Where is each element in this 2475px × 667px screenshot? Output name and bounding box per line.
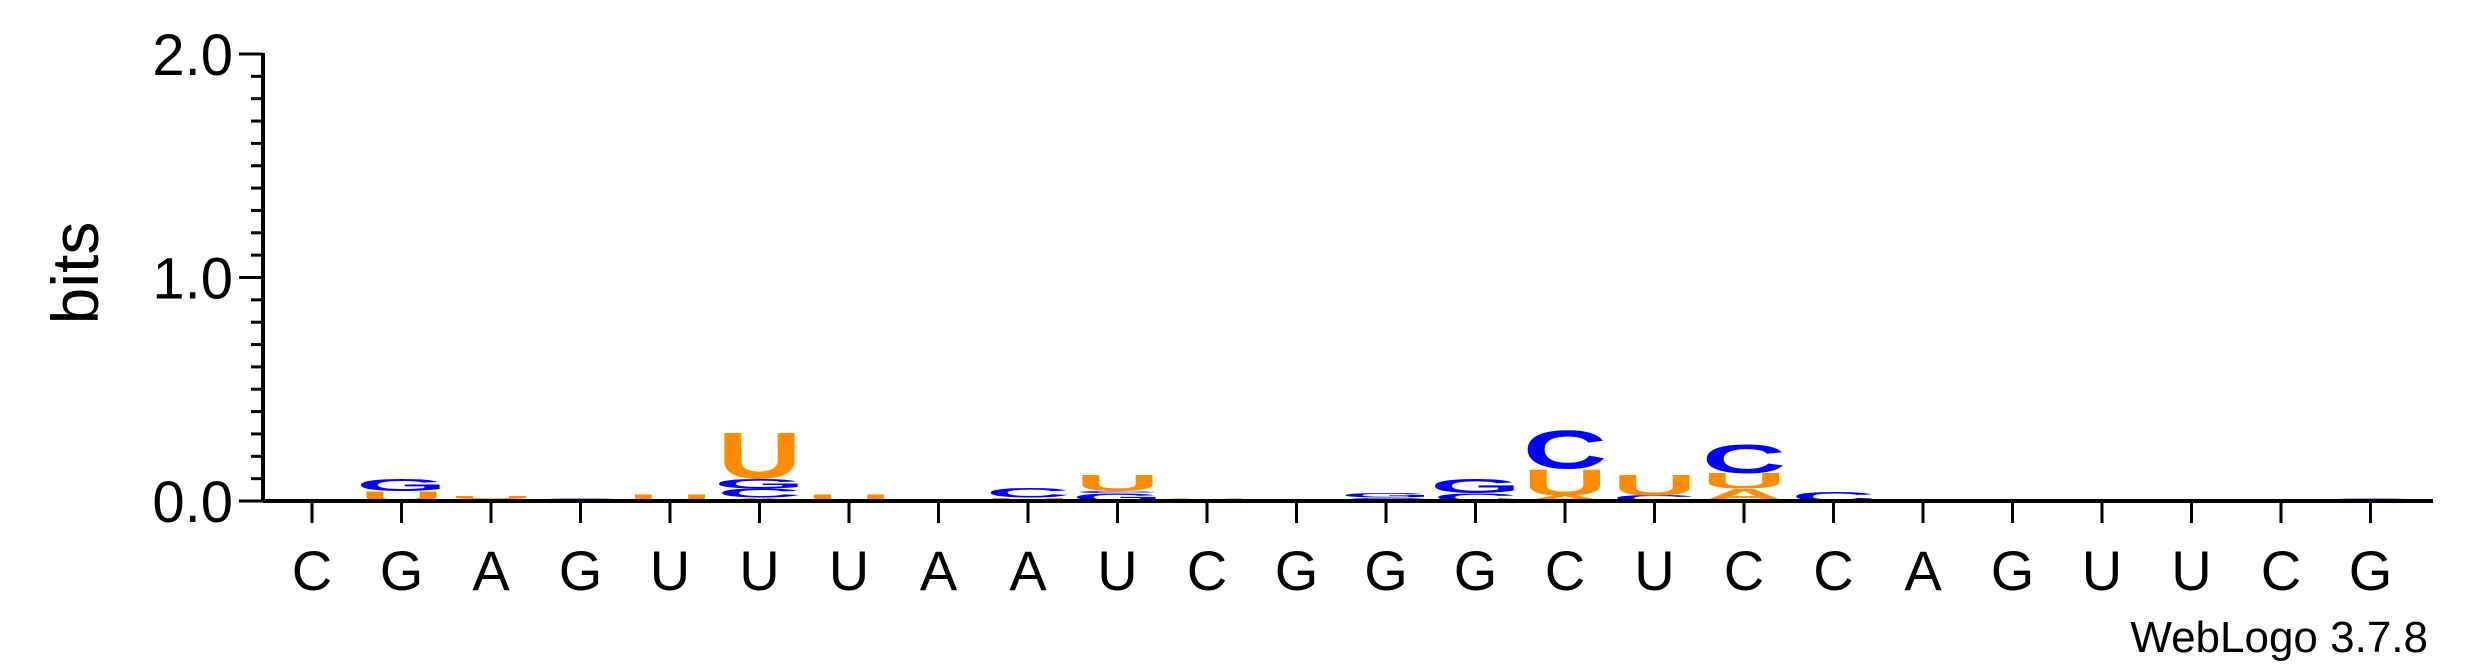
logo-letter-u: U: [807, 493, 891, 504]
x-tick-label: C: [292, 539, 332, 602]
x-tick-label: G: [1454, 539, 1498, 602]
logo-letter-u: U: [1612, 469, 1696, 502]
x-tick-label: A: [920, 539, 958, 602]
logo-letter-u: U: [1702, 469, 1786, 493]
x-tick-label: U: [1634, 539, 1674, 602]
x-tick-label: U: [2171, 539, 2211, 602]
x-tick-label: G: [559, 539, 603, 602]
weblogo-credit: WebLogo 3.7.8: [2130, 613, 2428, 662]
logo-letter-g: G: [356, 476, 447, 495]
x-tick-label: U: [2082, 539, 2122, 602]
logo-letter-c: C: [717, 486, 801, 500]
logo-stacks: UGGUGUACGUUUCGCUUUCGCGAUCCUAUCCGGG: [356, 420, 2416, 505]
x-tick-label: G: [2349, 539, 2393, 602]
x-tick-label: A: [1904, 539, 1942, 602]
logo-letter-u: U: [717, 420, 801, 493]
x-tick-label: G: [1275, 539, 1319, 602]
logo-letter-c: C: [1702, 436, 1786, 482]
x-tick-label: A: [1009, 539, 1047, 602]
logo-letter-c: C: [1523, 420, 1607, 481]
logo-letter-g: G: [714, 476, 805, 492]
logo-letter-a: A: [1523, 494, 1607, 503]
x-tick-label: C: [1545, 539, 1585, 602]
logo-letter-u: U: [449, 495, 533, 500]
logo-letter-u: U: [1075, 470, 1159, 496]
y-tick-label: 2.0: [152, 23, 233, 88]
logo-letter-u: U: [628, 493, 712, 504]
x-tick-label: C: [1813, 539, 1853, 602]
x-tick-label: C: [2261, 539, 2301, 602]
x-tick-label: G: [380, 539, 424, 602]
y-tick-label: 1.0: [152, 247, 233, 312]
x-tick-label: G: [1364, 539, 1408, 602]
x-tick-label: A: [472, 539, 510, 602]
logo-letter-c: C: [986, 485, 1070, 501]
logo-letter-g: G: [1430, 475, 1521, 498]
logo-letter-u: U: [1523, 462, 1607, 504]
x-tick-label: U: [650, 539, 690, 602]
x-tick-label: C: [1724, 539, 1764, 602]
x-tick-label: U: [829, 539, 869, 602]
y-tick-label: 0.0: [152, 470, 233, 535]
x-tick-label: C: [1187, 539, 1227, 602]
y-axis-label: bits: [38, 222, 112, 325]
x-tick-label: G: [1991, 539, 2035, 602]
x-tick-label: U: [1097, 539, 1137, 602]
logo-letter-c: C: [1075, 490, 1159, 493]
logo-letter-g: G: [1341, 492, 1432, 499]
y-axis: 0.0 1.0 2.0: [152, 23, 265, 535]
logo-letter-c: C: [1612, 494, 1696, 503]
x-tick-label: U: [739, 539, 779, 602]
